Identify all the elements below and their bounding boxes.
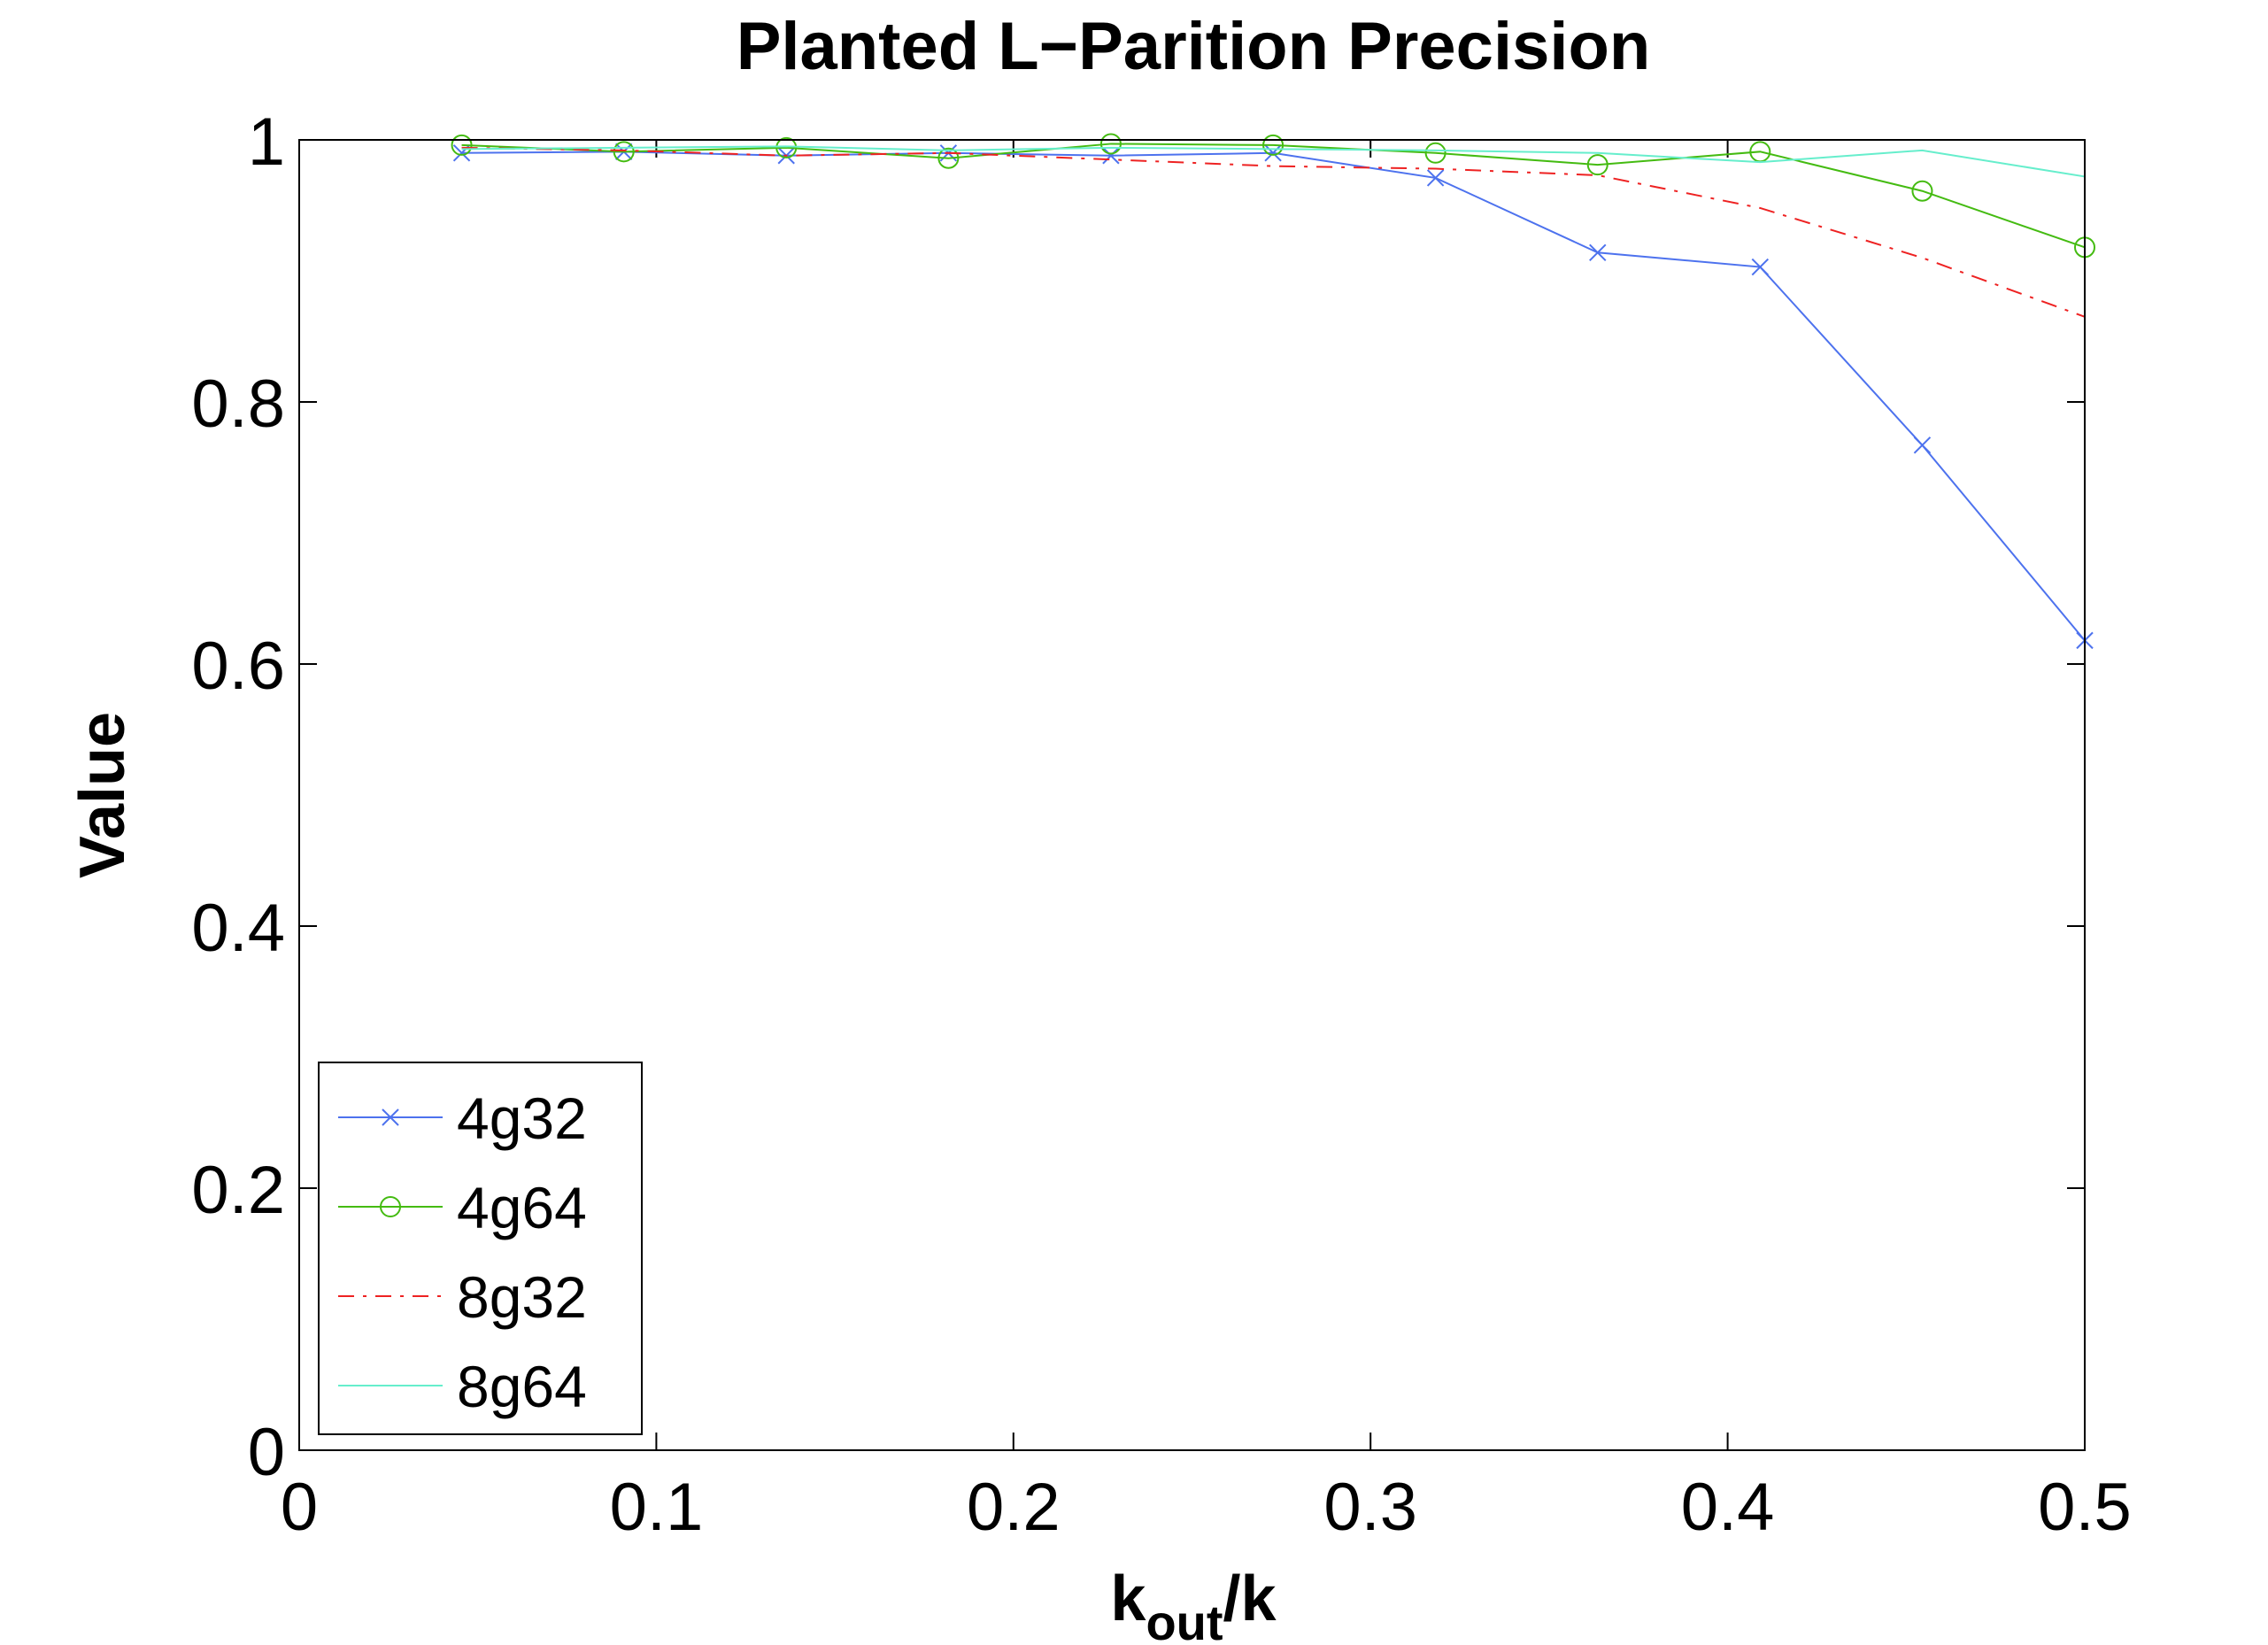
- legend-item-4g64: 4g64: [338, 1175, 587, 1240]
- data-point-4g64: [1262, 134, 1284, 156]
- data-point-4g64: [613, 141, 635, 163]
- data-point-4g32: [1751, 258, 1770, 276]
- x-tick-label: 0.5: [2038, 1470, 2132, 1545]
- legend-label: 8g32: [457, 1264, 587, 1330]
- series-4g64: [451, 133, 2095, 259]
- y-tick-label: 0.4: [191, 891, 285, 966]
- x-axis-label-suffix: /k: [1223, 1564, 1277, 1634]
- series-line-8g64: [461, 145, 2086, 178]
- y-tick-label: 0.2: [191, 1153, 285, 1228]
- legend-marker: [380, 1196, 401, 1217]
- x-tick-label: 0.3: [1323, 1470, 1417, 1545]
- legend: 4g32 4g64 8g32 8g64: [318, 1062, 643, 1435]
- legend-item-8g32: 8g32: [338, 1264, 587, 1330]
- legend-item-4g32: 4g32: [338, 1085, 587, 1151]
- x-axis-ticks: 0 0.1 0.2 0.3 0.4 0.5: [281, 140, 2132, 1545]
- x-axis-label-main: k: [1110, 1564, 1146, 1634]
- x-axis-label: kout/k: [1110, 1564, 1277, 1645]
- legend-label: 4g32: [457, 1085, 587, 1151]
- series-8g64: [461, 145, 2086, 178]
- legend-item-8g64: 8g64: [338, 1354, 587, 1419]
- series-8g32: [461, 146, 2086, 318]
- x-tick-label: 0.1: [610, 1470, 704, 1545]
- chart-title: Planted L−Parition Precision: [737, 9, 1651, 84]
- y-axis-ticks: 0 0.2 0.4 0.6 0.8 1: [191, 104, 2085, 1490]
- data-point-4g32: [1913, 436, 1932, 454]
- data-point-4g64: [1586, 154, 1608, 176]
- data-point-4g64: [451, 134, 473, 156]
- data-point-4g64: [937, 147, 960, 169]
- series-layer: [451, 133, 2095, 650]
- legend-marker: [382, 1108, 399, 1126]
- plot-area-frame: [298, 139, 2086, 1451]
- data-point-4g32: [1589, 243, 1607, 261]
- x-tick-label: 0: [281, 1470, 318, 1545]
- series-line-4g64: [461, 143, 2086, 249]
- legend-label: 4g64: [457, 1175, 587, 1240]
- x-axis-label-subscript: out: [1146, 1595, 1223, 1645]
- data-point-4g64: [1911, 180, 1933, 202]
- y-axis-label: Value: [67, 712, 138, 878]
- data-point-4g32: [1426, 169, 1445, 187]
- data-point-4g64: [775, 136, 798, 158]
- series-line-8g32: [461, 146, 2086, 318]
- x-tick-label: 0.4: [1681, 1470, 1775, 1545]
- data-point-4g32: [1264, 144, 1282, 162]
- data-point-4g64: [1424, 142, 1446, 164]
- y-tick-label: 1: [248, 104, 285, 180]
- y-tick-label: 0.8: [191, 367, 285, 442]
- x-tick-label: 0.2: [967, 1470, 1061, 1545]
- y-tick-label: 0: [248, 1415, 285, 1490]
- legend-label: 8g64: [457, 1354, 587, 1419]
- data-point-4g32: [1102, 147, 1120, 165]
- legend-box: [318, 1062, 643, 1435]
- y-tick-label: 0.6: [191, 629, 285, 704]
- data-point-4g64: [1099, 133, 1122, 155]
